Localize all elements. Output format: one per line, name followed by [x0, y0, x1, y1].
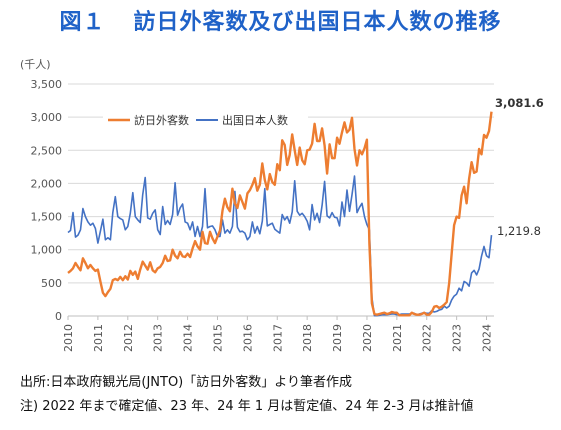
end-label-inbound: 3,081.6	[495, 96, 544, 110]
series-line-outbound	[67, 175, 493, 317]
x-tick-label: 2022	[421, 324, 434, 352]
y-tick-label: 3,000	[31, 111, 63, 124]
x-tick-label: 2020	[361, 324, 374, 352]
x-tick-label: 2010	[62, 324, 75, 352]
y-tick-label: 1,500	[31, 211, 63, 224]
series-lines	[67, 111, 493, 317]
x-tick-label: 2023	[451, 324, 464, 352]
legend-label-outbound: 出国日本人数	[222, 113, 288, 127]
x-tick-label: 2016	[241, 324, 254, 352]
x-tick-label: 2015	[211, 324, 224, 352]
x-tick-label: 2012	[122, 324, 135, 352]
y-tick-label: 1,000	[31, 244, 63, 257]
x-tick-label: 2011	[92, 324, 105, 352]
y-axis-ticks: 0 500 1,000 1,500 2,000 2,500 3,000 3,500	[31, 78, 63, 323]
y-tick-label: 3,500	[31, 78, 63, 91]
y-axis-unit-label: (千人)	[20, 58, 51, 71]
y-tick-label: 0	[55, 310, 62, 323]
x-tick-label: 2013	[152, 324, 165, 352]
figure-number: 図１	[59, 10, 106, 35]
series-line-inbound	[67, 111, 493, 317]
x-tick-label: 2024	[481, 324, 494, 352]
y-tick-label: 2,500	[31, 144, 63, 157]
source-note: 出所:日本政府観光局(JNTO)「訪日外客数」より筆者作成	[20, 375, 352, 390]
x-tick-label: 2021	[391, 324, 404, 352]
legend-label-inbound: 訪日外客数	[134, 113, 189, 127]
legend: 訪日外客数 出国日本人数	[103, 110, 308, 130]
footnote: 注) 2022 年まで確定値、23 年、24 年 1 月は暫定値、24 年 2-…	[20, 399, 474, 414]
x-tick-label: 2017	[271, 324, 284, 352]
y-tick-label: 2,000	[31, 177, 63, 190]
x-tick-label: 2019	[331, 324, 344, 352]
chart-title: 図１ 訪日外客数及び出国日本人数の推移	[0, 4, 561, 36]
title-text: 訪日外客数及び出国日本人数の推移	[133, 10, 502, 35]
y-tick-label: 500	[41, 277, 62, 290]
notes: 出所:日本政府観光局(JNTO)「訪日外客数」より筆者作成 注) 2022 年ま…	[20, 371, 473, 419]
x-tick-label: 2014	[182, 324, 195, 352]
x-tick-label: 2018	[301, 324, 314, 352]
end-label-outbound: 1,219.8	[497, 224, 541, 238]
x-axis-ticks: 2010 2011 2012 2013 2014 2015 2016 2017 2018 2019…	[62, 316, 494, 352]
